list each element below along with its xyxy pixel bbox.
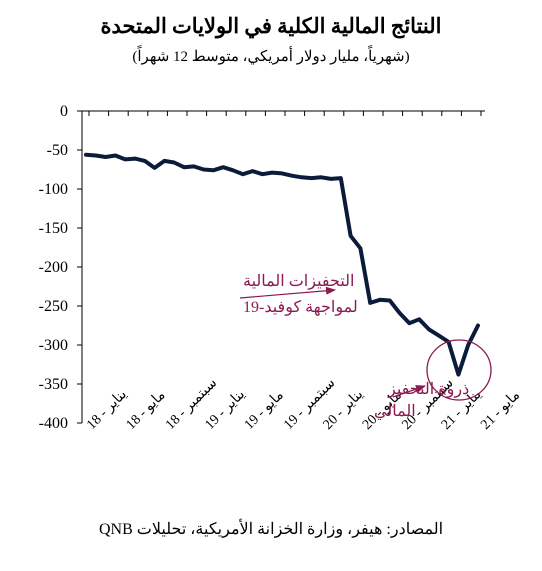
- x-tick-label: مايو - 19: [242, 388, 287, 433]
- y-tick-label: -300: [39, 337, 68, 354]
- chart-title: النتائج المالية الكلية في الولايات المتح…: [100, 14, 442, 38]
- y-tick-label: -100: [39, 181, 68, 198]
- series-line: [84, 152, 480, 377]
- annotation-label: المالي: [374, 403, 416, 420]
- y-tick-label: 0: [60, 103, 68, 120]
- annotation-label: لمواجهة كوفيد-19: [243, 299, 358, 316]
- y-axis: 0 -50 -100 -150 -200 -250 -300 -350 -400: [39, 103, 83, 432]
- y-tick-label: -400: [39, 415, 68, 432]
- y-tick-label: -250: [39, 298, 68, 315]
- annotations: التحفيزات المالية لمواجهة كوفيد-19 ذروة …: [239, 273, 492, 420]
- chart-subtitle: (شهرياً، مليار دولار أمريكي، متوسط 12 شه…: [132, 49, 410, 65]
- y-tick-label: -50: [47, 142, 68, 159]
- y-tick-label: -200: [39, 259, 68, 276]
- annotation-label: ذروة التحفيز: [387, 381, 469, 398]
- data-points: [84, 153, 480, 377]
- x-tick-label: يناير - 18: [84, 387, 130, 433]
- annotation-label: التحفيزات المالية: [243, 273, 354, 290]
- x-tick-label: مايو - 18: [124, 388, 169, 433]
- source-note: المصادر: هيفر، وزارة الخزانة الأمريكية، …: [98, 521, 444, 538]
- annotation-arrow: [392, 385, 426, 398]
- x-tick-label: مايو - 21: [478, 388, 523, 433]
- y-tick-label: -150: [39, 220, 68, 237]
- annotation-arrow: [239, 286, 336, 299]
- y-tick-label: -350: [39, 376, 68, 393]
- peak-stimulus-circle: [426, 339, 492, 401]
